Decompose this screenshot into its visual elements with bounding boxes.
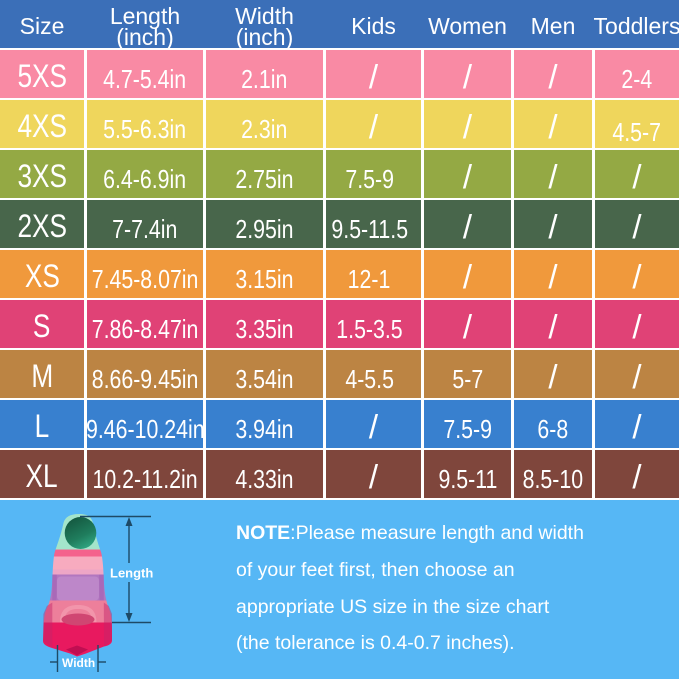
svg-text:Width: Width bbox=[62, 656, 95, 670]
svg-text:Length: Length bbox=[110, 566, 153, 581]
